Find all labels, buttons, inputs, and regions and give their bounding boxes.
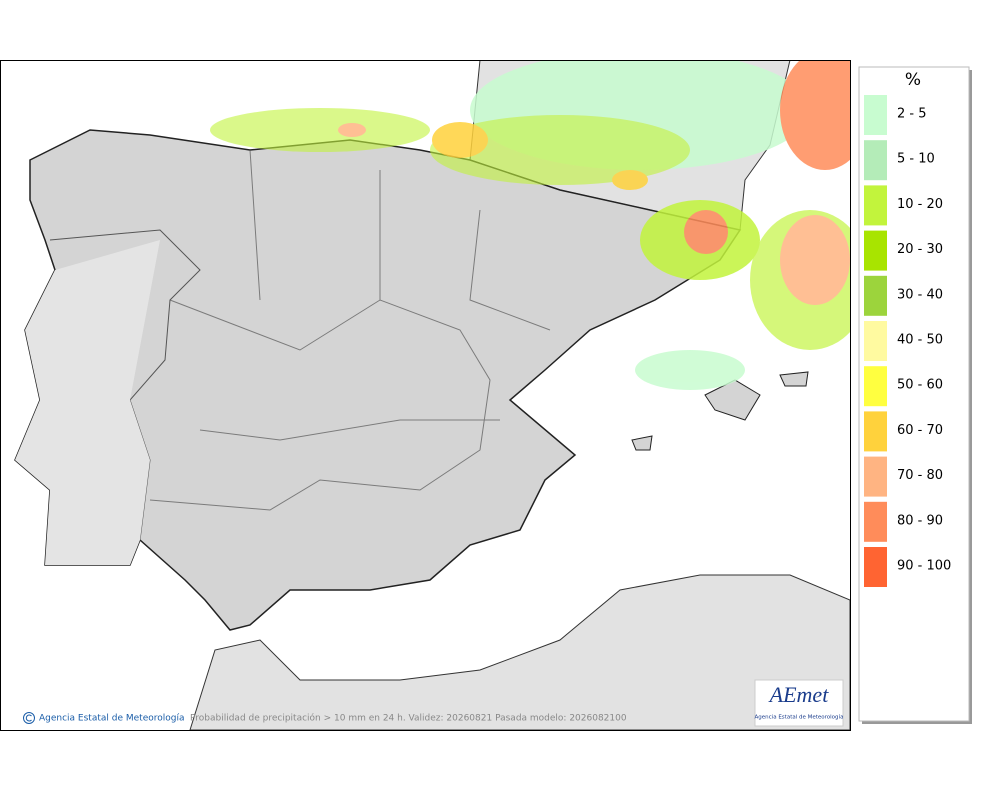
legend-label: 60 - 70 [897,423,943,438]
map-frame [0,60,851,731]
legend-swatch [864,275,887,316]
legend-swatch [864,230,887,271]
border-portugal [49,229,201,541]
balearics [631,371,809,451]
legend-swatch [864,411,887,452]
legend-swatch [864,366,887,407]
legend-label: 5 - 10 [897,152,935,167]
legend-label: 30 - 40 [897,287,943,302]
logo: AEmet [768,682,830,707]
legend-label: 90 - 100 [897,559,951,574]
legend-swatch [864,501,887,542]
legend-swatch [864,547,887,587]
legend-title: % [905,70,921,90]
legend-swatch [864,185,887,226]
map [1,61,850,730]
legend-label: 10 - 20 [897,197,943,212]
caption: Probabilidad de precipitación > 10 mm en… [190,713,627,724]
legend-items: 2 - 5 5 - 10 10 - 20 20 - 30 30 - 40 40 - 50 5… [864,95,951,587]
regions [149,149,551,511]
legend-label: 2 - 5 [897,107,927,122]
legend-label: 20 - 30 [897,242,943,257]
logo-subtitle: Agencia Estatal de Meteorología [755,714,844,721]
legend-label: 50 - 60 [897,378,943,393]
credit-icon [23,712,35,724]
legend-swatch [864,321,887,361]
precipitation [210,61,850,390]
legend-label: 40 - 50 [897,333,943,348]
africa [189,574,850,730]
legend-label: 70 - 80 [897,468,943,483]
portugal [15,240,160,565]
credit: Agencia Estatal de Meteorología [39,714,185,724]
legend-label: 80 - 90 [897,513,943,528]
logo-box [754,679,844,727]
legend-swatch [864,456,887,497]
legend-swatch [864,95,887,135]
legend-swatch [864,140,887,181]
